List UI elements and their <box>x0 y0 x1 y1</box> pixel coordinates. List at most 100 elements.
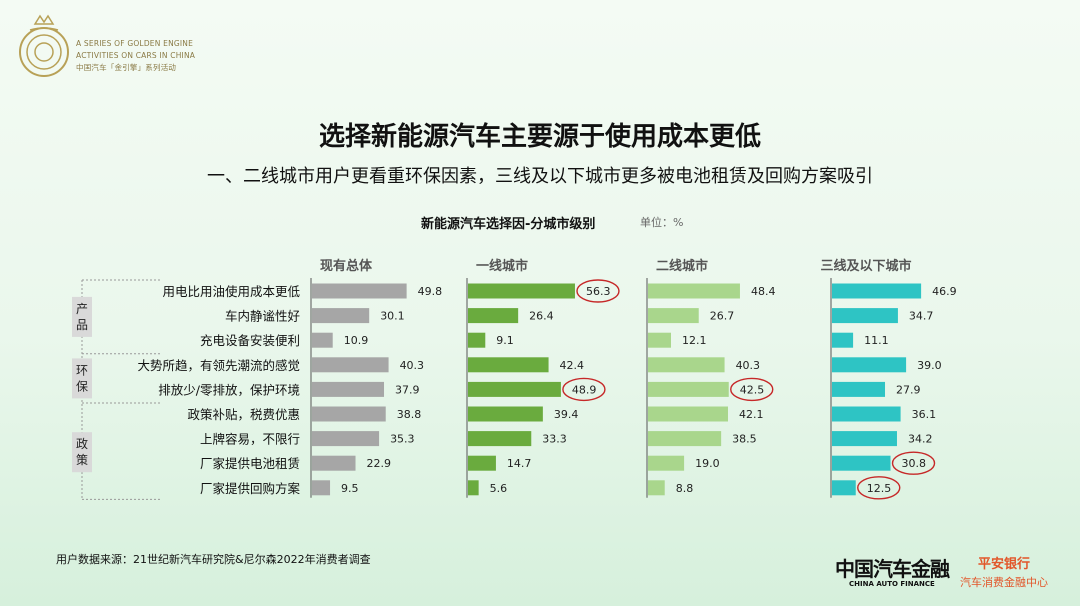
logo-text-line: A SERIES OF GOLDEN ENGINE <box>76 39 194 48</box>
unit-label: 单位：% <box>640 216 684 229</box>
bar <box>312 406 386 422</box>
bar <box>468 431 532 447</box>
category-label: 车内静谧性好 <box>225 309 300 324</box>
group-label: 环 <box>76 363 88 377</box>
data-label: 26.7 <box>710 310 735 323</box>
bar <box>468 406 543 422</box>
bar <box>648 381 729 397</box>
group-label-box <box>72 358 92 399</box>
category-label: 充电设备安装便利 <box>200 333 300 348</box>
data-label: 34.2 <box>908 433 933 446</box>
china-auto-finance-logo: 中国汽车金融 CHINA AUTO FINANCE <box>835 553 950 588</box>
bar <box>468 332 486 348</box>
highlight-ellipse <box>857 476 901 500</box>
data-label: 12.5 <box>867 482 892 495</box>
brand-name-cn: 中国汽车金融 <box>835 557 950 581</box>
bar <box>832 283 922 299</box>
logo-text-line: ACTIVITIES ON CARS IN CHINA <box>76 51 196 60</box>
data-label: 49.8 <box>418 285 443 298</box>
data-label: 39.4 <box>554 408 579 421</box>
data-label: 42.1 <box>739 408 764 421</box>
group-label: 产 <box>76 302 88 316</box>
category-label: 厂家提供回购方案 <box>200 481 301 496</box>
pingan-bank-logo: 平安银行 汽车消费金融中心 <box>960 553 1048 590</box>
brand-name: 平安银行 <box>977 557 1030 572</box>
data-label: 42.4 <box>560 359 585 372</box>
data-label: 19.0 <box>695 457 720 470</box>
bar <box>648 283 740 299</box>
data-label: 11.1 <box>864 334 889 347</box>
data-label: 42.5 <box>740 383 765 396</box>
data-label: 56.3 <box>586 285 611 298</box>
category-label: 排放少/零排放，保护环境 <box>158 382 300 397</box>
data-label: 5.6 <box>490 482 508 495</box>
bar <box>312 431 380 447</box>
data-label: 10.9 <box>344 334 369 347</box>
data-label: 9.1 <box>496 334 514 347</box>
bar <box>648 480 665 496</box>
bar <box>468 381 561 397</box>
bar <box>832 455 891 471</box>
bar <box>312 308 370 324</box>
bar <box>648 431 722 447</box>
bar <box>648 332 671 348</box>
group-label-box <box>72 432 92 473</box>
category-label: 用电比用油使用成本更低 <box>162 284 300 299</box>
data-label: 34.7 <box>909 310 934 323</box>
logo-text: A SERIES OF GOLDEN ENGINE ACTIVITIES ON … <box>76 38 195 74</box>
series-header: 二线城市 <box>656 258 708 274</box>
data-label: 26.4 <box>529 310 554 323</box>
bar <box>832 406 901 422</box>
data-label: 12.1 <box>682 334 707 347</box>
bar <box>468 308 519 324</box>
bar <box>832 480 856 496</box>
brand-subname: 汽车消费金融中心 <box>960 576 1048 589</box>
bar <box>832 381 886 397</box>
chart-title: 新能源汽车选择因-分城市级别 <box>421 217 596 232</box>
group-label: 策 <box>76 453 88 467</box>
data-label: 9.5 <box>341 482 359 495</box>
bar <box>312 381 385 397</box>
data-label: 38.5 <box>732 433 757 446</box>
bar <box>468 283 575 299</box>
data-label: 35.3 <box>390 433 415 446</box>
bar <box>832 357 907 373</box>
data-label: 30.8 <box>902 457 927 470</box>
data-label: 40.3 <box>736 359 761 372</box>
series-header: 三线及以下城市 <box>820 258 911 274</box>
group-label: 品 <box>76 318 88 332</box>
category-label: 厂家提供电池租赁 <box>200 456 300 471</box>
series-header: 现有总体 <box>320 258 373 274</box>
golden-engine-logo-icon <box>19 14 69 77</box>
bar <box>832 431 897 447</box>
category-label: 上牌容易，不限行 <box>200 432 300 447</box>
group-label: 保 <box>76 379 88 393</box>
bar <box>312 455 356 471</box>
bar <box>312 283 407 299</box>
bar <box>468 455 496 471</box>
highlight-ellipse <box>562 377 606 402</box>
data-label: 39.0 <box>917 359 942 372</box>
bar <box>648 308 699 324</box>
series-header: 一线城市 <box>476 258 528 274</box>
data-label: 36.1 <box>912 408 937 421</box>
data-label: 8.8 <box>676 482 694 495</box>
data-label: 27.9 <box>896 383 921 396</box>
data-label: 38.8 <box>397 408 422 421</box>
brand-name-en: CHINA AUTO FINANCE <box>849 580 935 588</box>
data-label: 22.9 <box>367 457 392 470</box>
bar <box>648 406 728 422</box>
data-label: 48.9 <box>572 383 597 396</box>
data-source: 用户数据来源：21世纪新汽车研究院&尼尔森2022年消费者调查 <box>56 553 371 566</box>
page-title: 选择新能源汽车主要源于使用成本更低 <box>318 122 761 152</box>
data-label: 30.1 <box>380 310 405 323</box>
data-label: 33.3 <box>542 433 567 446</box>
highlight-ellipse <box>730 377 774 402</box>
bar <box>312 480 331 496</box>
bar <box>832 308 898 324</box>
bar <box>468 480 479 496</box>
bar <box>832 332 854 348</box>
logo-text-line: 中国汽车「金引擎」系列活动 <box>76 63 177 72</box>
highlight-ellipse <box>576 279 620 303</box>
